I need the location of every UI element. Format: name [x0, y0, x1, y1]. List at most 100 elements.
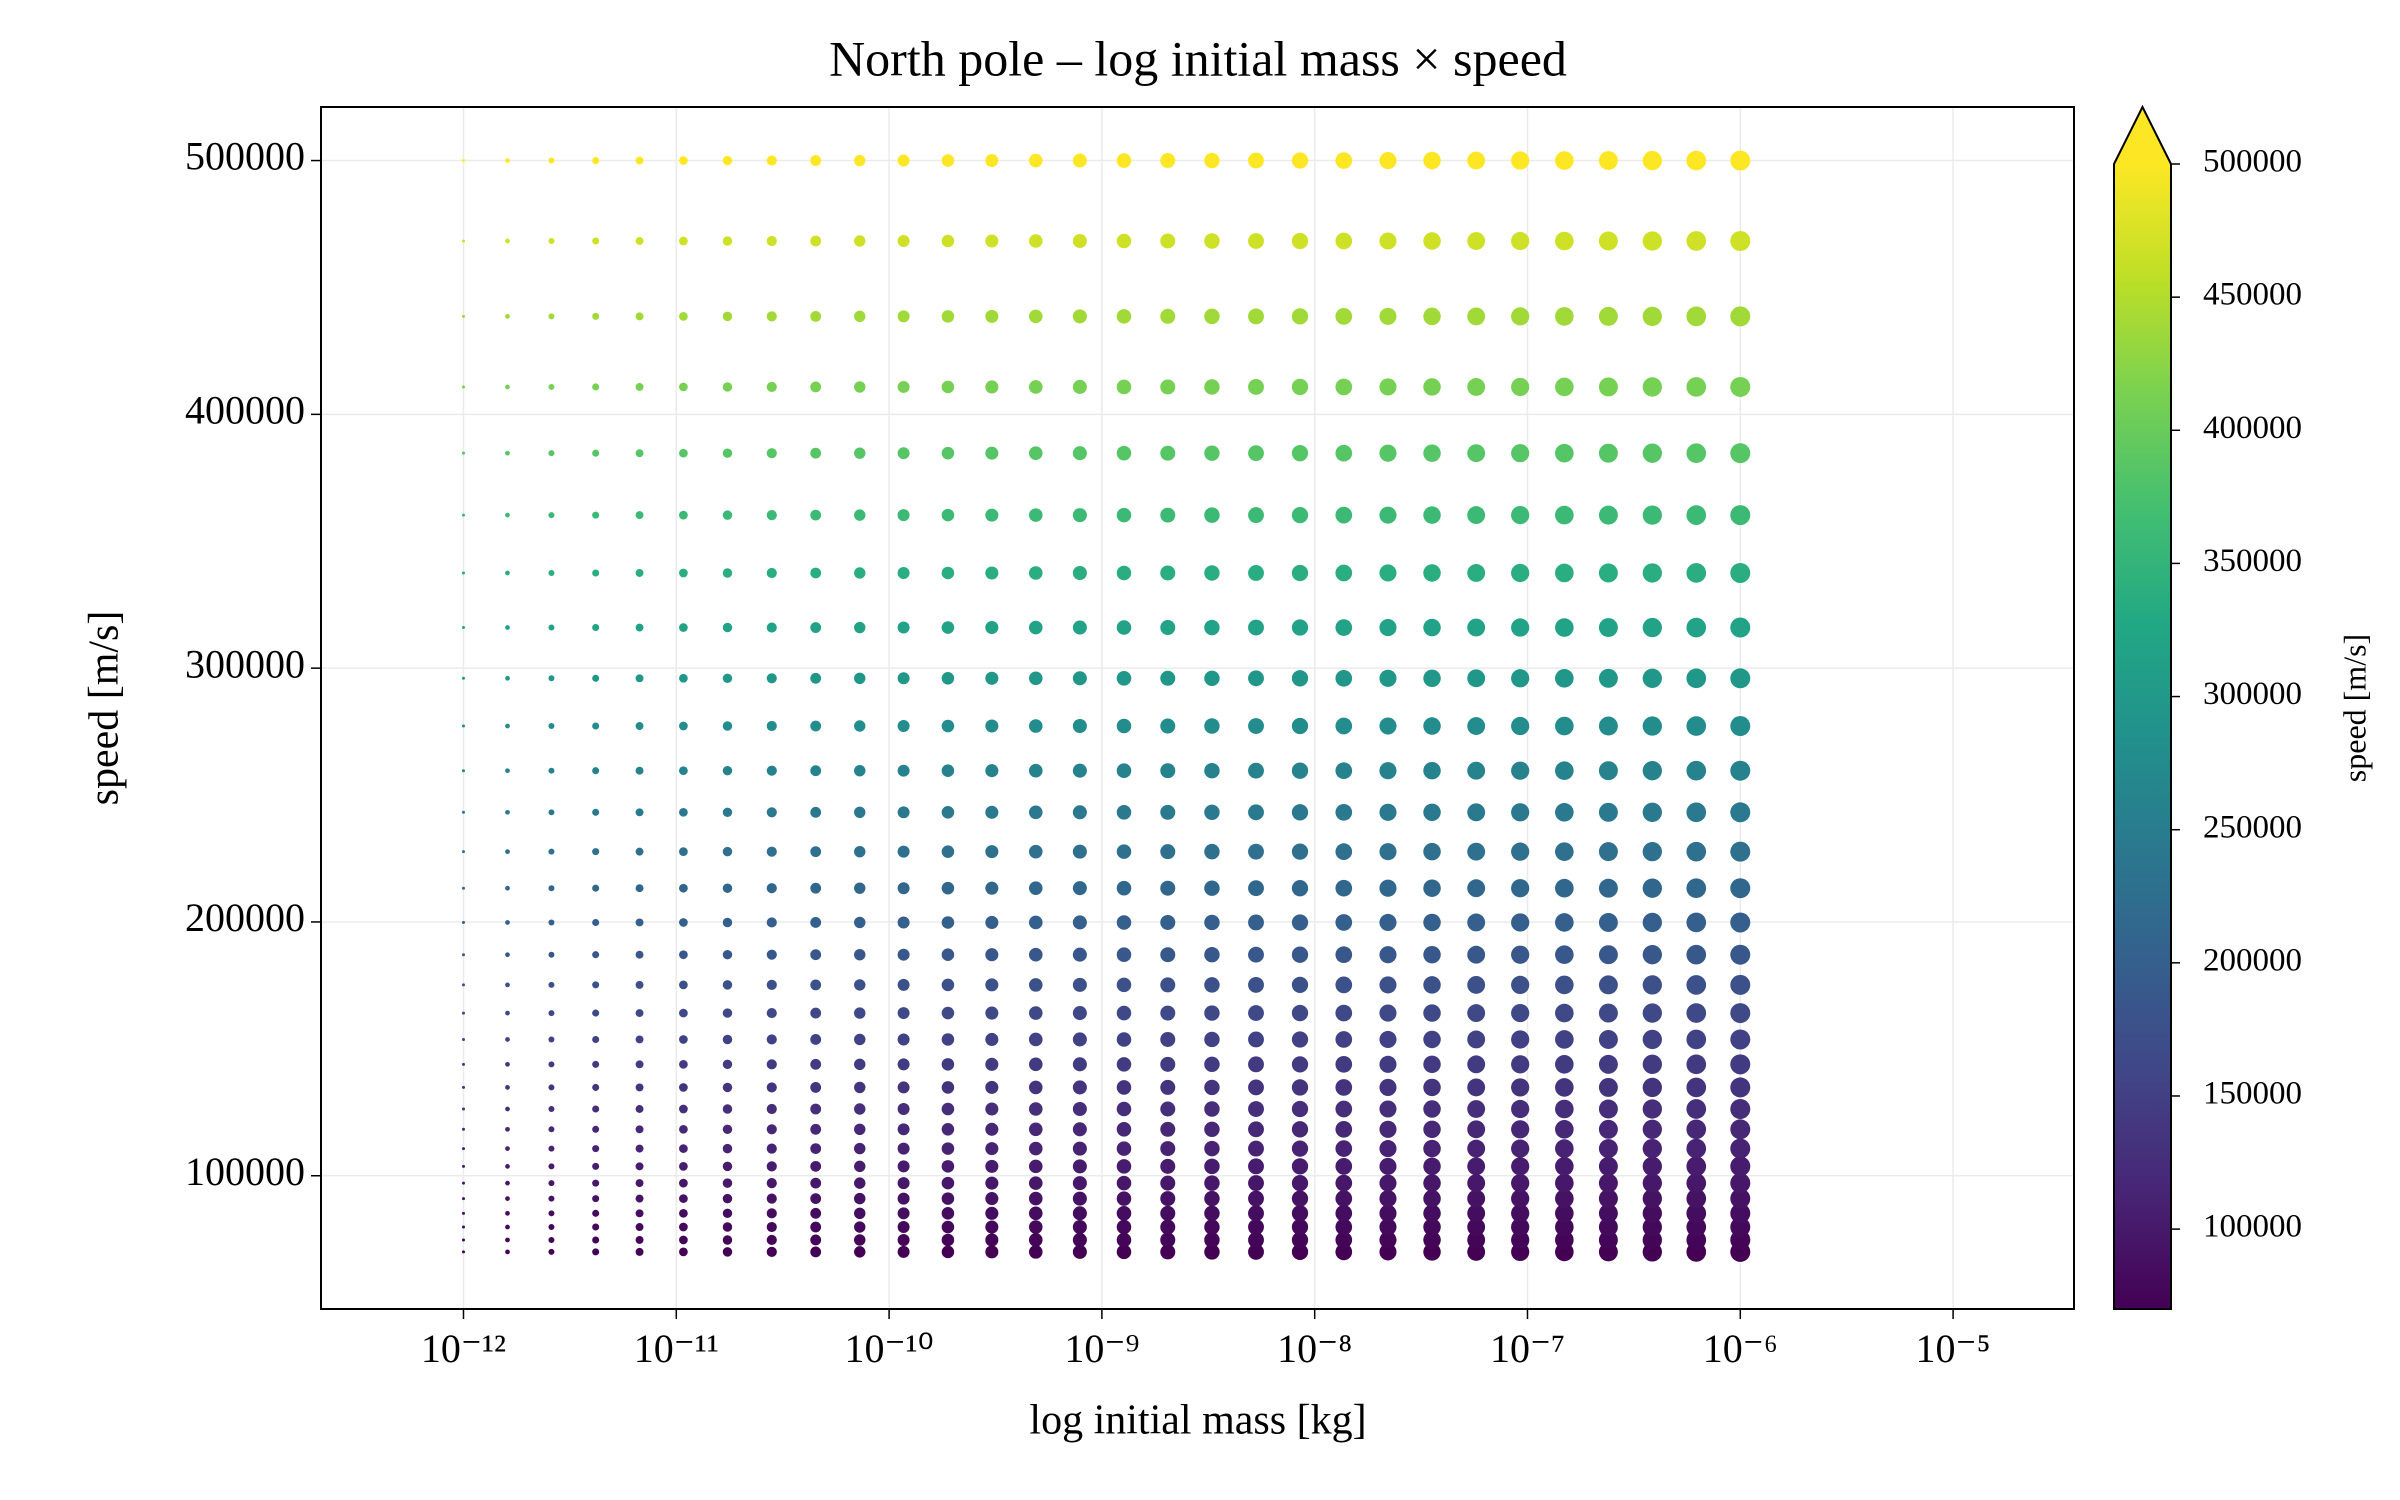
point — [1160, 308, 1176, 324]
point — [1072, 153, 1087, 168]
point — [1686, 443, 1707, 464]
chart-title: North pole – log initial mass × speed — [829, 30, 1567, 86]
point — [1204, 1079, 1220, 1096]
point — [1511, 444, 1530, 463]
point — [679, 807, 688, 817]
point — [1335, 378, 1353, 396]
point — [897, 1081, 910, 1094]
point — [461, 1147, 465, 1151]
point — [897, 235, 910, 248]
point — [1423, 1078, 1441, 1097]
point — [548, 1061, 555, 1068]
point — [1204, 880, 1220, 896]
point — [679, 1083, 688, 1092]
point — [985, 309, 999, 323]
point — [1291, 762, 1309, 779]
point — [897, 1177, 910, 1190]
point — [679, 847, 688, 857]
point — [810, 1177, 822, 1189]
point — [1291, 619, 1309, 636]
point — [1028, 620, 1043, 635]
point — [897, 1058, 910, 1071]
point — [505, 1237, 510, 1243]
point — [1423, 1231, 1441, 1249]
point — [548, 1224, 555, 1231]
point — [505, 384, 510, 390]
point — [548, 1084, 555, 1091]
point — [1379, 803, 1397, 821]
colorbar-tick-label: 200000 — [2203, 942, 2302, 978]
point — [1160, 620, 1176, 636]
point — [1642, 377, 1662, 397]
point — [592, 1209, 600, 1217]
point — [1379, 1100, 1397, 1118]
point — [1511, 563, 1530, 583]
point — [722, 1104, 733, 1114]
point — [1204, 1005, 1220, 1021]
point — [1072, 309, 1087, 324]
point — [1686, 1119, 1707, 1140]
point — [1642, 975, 1662, 995]
point — [548, 1145, 555, 1152]
point — [1204, 946, 1220, 963]
point — [985, 764, 999, 778]
point — [1248, 670, 1264, 687]
point — [1423, 803, 1441, 822]
point — [1379, 444, 1397, 462]
point — [810, 806, 822, 818]
point — [985, 1057, 999, 1071]
point — [854, 381, 866, 393]
point — [1248, 843, 1264, 860]
point — [985, 234, 999, 248]
point — [941, 1207, 955, 1220]
point — [941, 1220, 955, 1234]
point — [1291, 880, 1309, 897]
point — [548, 981, 555, 988]
point — [854, 1160, 866, 1173]
y-tick-label: 400000 — [185, 388, 305, 433]
point — [1204, 445, 1220, 461]
point — [1555, 1204, 1574, 1223]
point — [897, 882, 910, 895]
point — [1335, 1190, 1353, 1207]
point — [1291, 1174, 1309, 1192]
point — [461, 1164, 465, 1168]
point — [854, 621, 866, 634]
point — [1642, 1077, 1662, 1098]
x-tick-label: 10⁻⁸ — [1277, 1326, 1352, 1371]
point — [985, 1192, 999, 1206]
point — [548, 809, 555, 816]
point — [941, 672, 955, 685]
point — [1072, 1101, 1087, 1117]
point — [679, 312, 688, 321]
point — [1642, 716, 1662, 736]
point — [1072, 1176, 1087, 1191]
point — [1379, 946, 1397, 964]
point — [1160, 1005, 1176, 1021]
point — [679, 1235, 688, 1245]
point — [1160, 844, 1176, 860]
colorbar-tick-label: 400000 — [2203, 410, 2302, 446]
point — [1730, 1003, 1751, 1024]
point — [722, 949, 733, 960]
point — [1160, 1141, 1176, 1157]
point — [1028, 1122, 1043, 1137]
point — [1598, 443, 1618, 463]
point — [1730, 1156, 1751, 1177]
point — [766, 448, 777, 459]
point — [1248, 233, 1264, 249]
point — [1160, 977, 1176, 993]
point — [1160, 718, 1176, 734]
point — [679, 1035, 688, 1044]
point — [1379, 506, 1397, 524]
point — [548, 313, 555, 320]
point — [897, 566, 910, 579]
point — [1467, 761, 1486, 780]
x-tick-label: 10⁻⁵ — [1916, 1326, 1991, 1371]
point — [1160, 233, 1176, 249]
point — [1642, 912, 1662, 933]
point — [1555, 761, 1574, 780]
point — [1467, 1231, 1486, 1249]
point — [1379, 378, 1397, 396]
point — [1072, 718, 1087, 734]
